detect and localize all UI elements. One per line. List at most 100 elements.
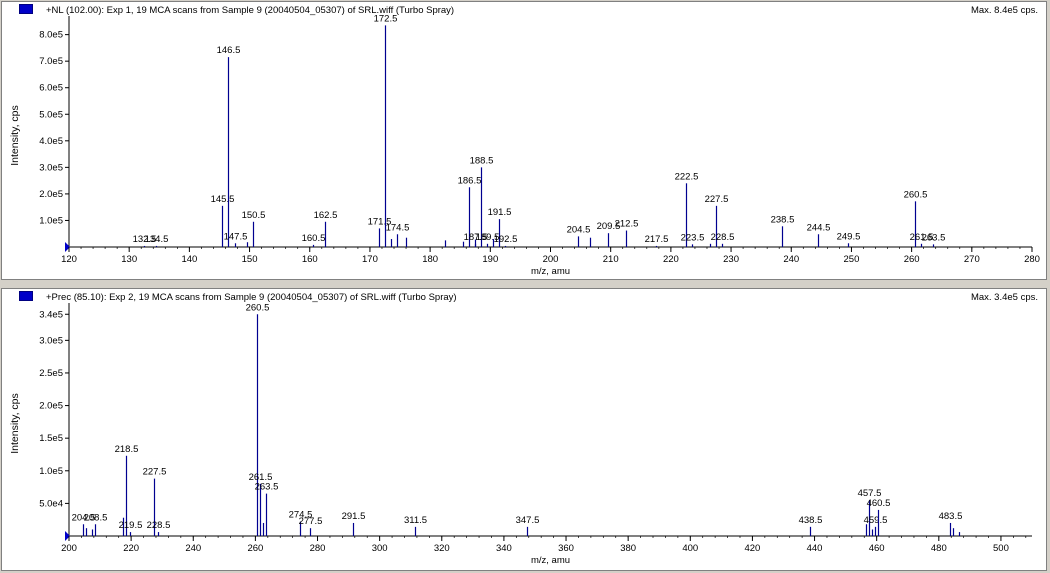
peak-label: 244.5 [807,222,831,233]
peak-label: 218.5 [115,444,139,455]
x-tick-label: 460 [869,543,885,554]
x-tick-label: 220 [123,543,139,554]
x-tick-label: 440 [807,543,823,554]
peak-label: 188.5 [470,155,494,166]
peak-label: 460.5 [867,498,891,509]
peak-label: 263.5 [922,232,946,243]
x-tick-label: 180 [422,254,438,265]
x-tick-label: 340 [496,543,512,554]
peak-label: 192.5 [494,234,518,245]
y-tick-label: 5.0e5 [39,109,63,120]
peak-label: 191.5 [488,207,512,218]
x-axis-label: m/z, amu [531,555,570,566]
series-color-marker[interactable] [19,4,33,14]
peak-label: 260.5 [904,189,928,200]
x-tick-label: 140 [181,254,197,265]
spectrum-chart-prec[interactable]: 200 220 240 260 280 300 320 340 360 380 400 420 440 4… [2,289,1046,570]
x-tick-label: 270 [964,254,980,265]
peak-label: 160.5 [302,233,326,244]
x-tick-label: 260 [247,543,263,554]
peak-label: 263.5 [255,482,279,493]
peak-label: 459.5 [864,515,888,526]
peak-label: 311.5 [404,515,427,526]
peak-label: 261.5 [249,472,273,483]
peak-label: 274.5 [289,510,313,521]
peak-label: 291.5 [342,511,366,522]
x-tick-label: 130 [121,254,137,265]
x-tick-label: 170 [362,254,378,265]
y-tick-label: 2.0e5 [39,189,63,200]
spectrum-panel-nl: +NL (102.00): Exp 1, 19 MCA scans from S… [1,1,1047,280]
y-axis-label: Intensity, cps [9,105,21,166]
panel-title: +Prec (85.10): Exp 2, 19 MCA scans from … [46,292,457,303]
x-tick-label: 210 [603,254,619,265]
x-tick-label: 280 [1024,254,1040,265]
x-tick-label: 190 [482,254,498,265]
peak-label: 189.5 [476,232,500,243]
peak-label: 147.5 [224,231,248,242]
peak-label: 172.5 [374,13,398,24]
y-tick-label: 5.0e4 [39,498,63,509]
peak-label: 150.5 [242,210,266,221]
x-axis-label: m/z, amu [531,266,570,277]
x-tick-label: 300 [372,543,388,554]
y-tick-label: 1.5e5 [39,433,63,444]
peak-label: 186.5 [458,175,482,186]
peak-label: 132.5 [133,234,157,245]
x-tick-label: 260 [904,254,920,265]
y-tick-label: 7.0e5 [39,56,63,67]
peak-label: 227.5 [705,194,729,205]
x-tick-label: 200 [543,254,559,265]
panel-header: +NL (102.00): Exp 1, 19 MCA scans from S… [2,2,1046,18]
y-tick-label: 4.0e5 [39,136,63,147]
peak-label: 457.5 [858,488,882,499]
peak-label: 174.5 [386,222,410,233]
x-tick-label: 500 [993,543,1009,554]
peak-label: 162.5 [314,210,338,221]
peak-label: 204.5 [567,224,591,235]
x-tick-label: 240 [783,254,799,265]
panel-title: +NL (102.00): Exp 1, 19 MCA scans from S… [46,5,455,16]
spectrum-chart-nl[interactable]: 120 130 140 150 160 170 180 190 200 210 220 230 240 2… [2,2,1046,279]
max-intensity-label: Max. 8.4e5 cps. [970,5,1038,16]
y-tick-label: 1.0e5 [39,215,63,226]
x-tick-label: 360 [558,543,574,554]
peak-label: 223.5 [681,232,705,243]
peak-label: 212.5 [615,219,639,230]
y-tick-label: 3.4e5 [39,309,63,320]
y-tick-label: 6.0e5 [39,83,63,94]
peak-label: 260.5 [246,302,270,313]
x-tick-label: 200 [61,543,77,554]
x-tick-label: 160 [302,254,318,265]
x-tick-label: 120 [61,254,77,265]
series-color-marker[interactable] [19,291,33,301]
peak-label: 146.5 [217,45,241,56]
peak-label: 227.5 [143,467,167,478]
peak-label: 204.5 [72,512,96,523]
y-tick-label: 2.5e5 [39,368,63,379]
max-intensity-label: Max. 3.4e5 cps. [970,292,1038,303]
y-tick-label: 3.0e5 [39,162,63,173]
spectrum-panel-prec: +Prec (85.10): Exp 2, 19 MCA scans from … [1,288,1047,571]
x-tick-label: 220 [663,254,679,265]
origin-marker [65,531,70,541]
x-tick-label: 320 [434,543,450,554]
y-tick-label: 8.0e5 [39,30,63,41]
peak-label: 209.5 [597,221,621,232]
peak-label: 187.5 [464,232,488,243]
peak-label: 222.5 [675,171,699,182]
peak-label: 134.5 [145,234,169,245]
panel-header: +Prec (85.10): Exp 2, 19 MCA scans from … [2,289,1046,305]
peak-label: 145.5 [211,194,235,205]
peak-label: 347.5 [516,515,540,526]
peak-label: 208.5 [84,512,108,523]
x-tick-label: 420 [744,543,760,554]
x-tick-label: 480 [931,543,947,554]
peak-label: 228.5 [147,520,171,531]
peak-label: 277.5 [299,516,323,527]
y-tick-label: 2.0e5 [39,401,63,412]
origin-marker [65,242,70,252]
peak-label: 249.5 [837,231,861,242]
x-tick-label: 150 [242,254,258,265]
y-tick-label: 1.0e5 [39,466,63,477]
